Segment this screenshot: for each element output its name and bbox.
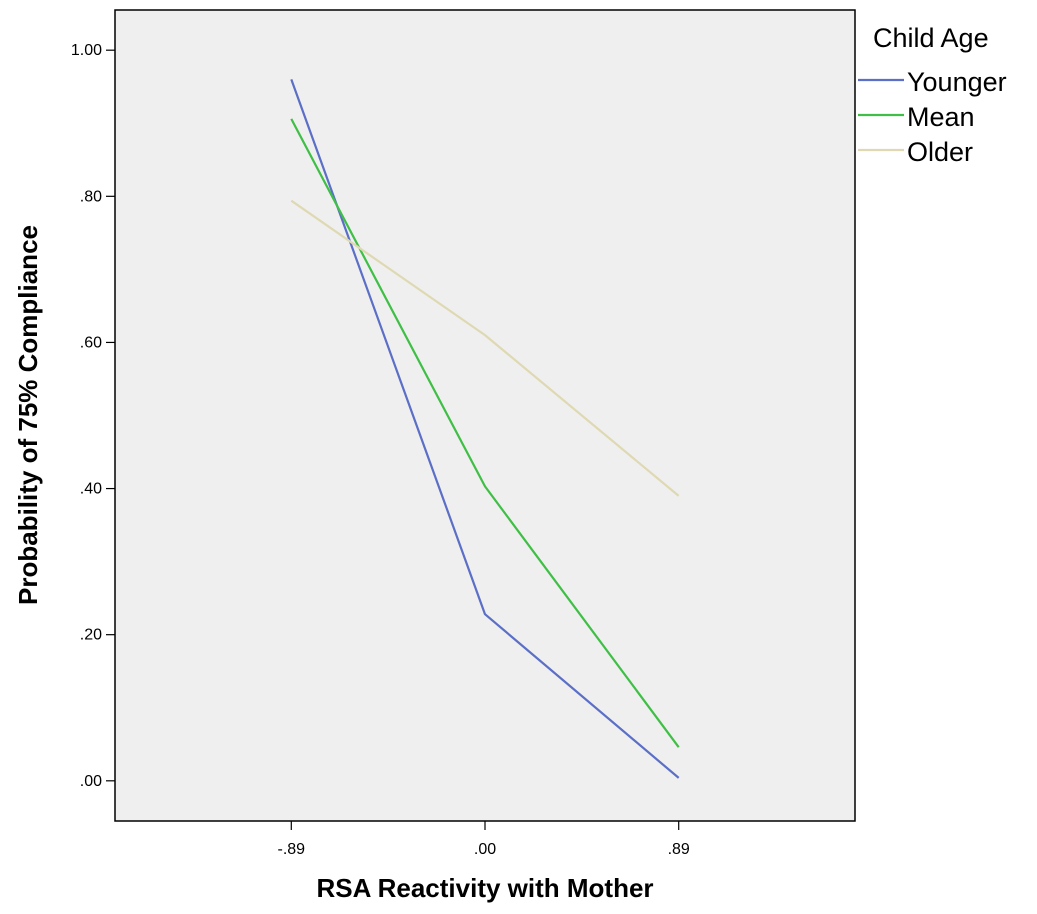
series-line-older xyxy=(290,199,680,497)
series-line-mean xyxy=(290,118,680,748)
y-tick-label: .40 xyxy=(80,481,102,498)
x-axis-title: RSA Reactivity with Mother xyxy=(316,873,653,903)
x-tick-label: .00 xyxy=(474,841,496,858)
y-axis-title: Probability of 75% Compliance xyxy=(13,225,43,605)
series-line-younger xyxy=(290,79,680,779)
y-tick-label: .60 xyxy=(80,334,102,351)
y-tick-label: 1.00 xyxy=(71,42,102,59)
legend-label-younger: Younger xyxy=(907,67,1007,97)
legend-label-mean: Mean xyxy=(907,102,975,132)
x-tick-label: .89 xyxy=(668,841,690,858)
series-lines xyxy=(290,79,680,779)
x-tick-label: -.89 xyxy=(278,841,306,858)
legend-label-older: Older xyxy=(907,137,973,167)
x-axis: -.89 .00 .89 xyxy=(278,821,690,858)
y-tick-label: .00 xyxy=(80,773,102,790)
y-tick-label: .20 xyxy=(80,627,102,644)
legend-title: Child Age xyxy=(873,23,989,53)
legend: Younger Mean Older xyxy=(858,67,1007,167)
plot-area xyxy=(114,9,856,822)
y-axis: .00 .20 .40 .60 .80 1.00 xyxy=(71,42,115,790)
y-tick-label: .80 xyxy=(80,188,102,205)
